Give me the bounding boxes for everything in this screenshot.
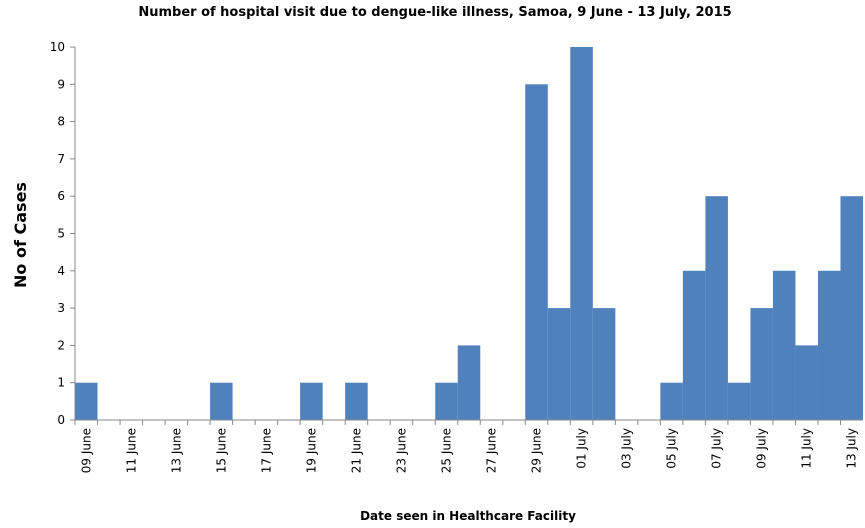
- y-tick-label: 8: [57, 115, 65, 129]
- bar: [795, 345, 818, 420]
- x-tick-label: 03 July: [620, 428, 634, 469]
- bar: [457, 345, 481, 420]
- x-tick-label: 27 June: [485, 428, 499, 473]
- bar: [592, 308, 616, 420]
- y-tick-label: 5: [57, 227, 65, 241]
- x-tick-label: 19 June: [304, 428, 318, 473]
- x-tick-label: 21 June: [349, 428, 363, 473]
- bar: [682, 270, 706, 420]
- x-tick-label: 09 July: [755, 428, 769, 469]
- chart-title: Number of hospital visit due to dengue-l…: [138, 5, 731, 20]
- bar: [547, 308, 571, 420]
- bar: [345, 382, 368, 420]
- y-tick-label: 10: [50, 40, 65, 54]
- bar: [300, 382, 323, 420]
- bar: [817, 270, 841, 420]
- y-tick-label: 6: [57, 189, 65, 203]
- x-tick-label: 17 June: [259, 428, 273, 473]
- bar: [435, 382, 458, 420]
- x-tick-label: 13 June: [169, 428, 183, 473]
- bar: [840, 196, 863, 420]
- y-axis-label: No of Cases: [11, 182, 30, 288]
- bar: [75, 382, 98, 420]
- y-tick-label: 2: [57, 338, 65, 352]
- x-tick-label: 13 July: [845, 428, 859, 469]
- x-tick-label: 11 July: [800, 428, 814, 469]
- x-tick-label: 23 June: [394, 428, 408, 473]
- bar: [727, 382, 751, 420]
- bar: [660, 382, 683, 420]
- bar: [210, 382, 233, 420]
- y-tick-label: 4: [57, 264, 65, 278]
- y-tick-label: 9: [57, 77, 65, 91]
- x-tick-label: 07 July: [710, 428, 724, 469]
- x-tick-label: 01 July: [575, 428, 589, 469]
- x-tick-label: 09 June: [79, 428, 93, 473]
- bar: [525, 84, 548, 421]
- y-tick-label: 1: [57, 376, 65, 390]
- x-tick-label: 29 June: [530, 428, 544, 473]
- x-tick-label: 25 June: [439, 428, 453, 473]
- x-tick-label: 15 June: [214, 428, 228, 473]
- x-tick-label: 05 July: [665, 428, 679, 469]
- y-tick-label: 0: [57, 413, 65, 427]
- bar: [570, 47, 593, 420]
- x-axis-label: Date seen in Healthcare Facility: [360, 509, 576, 523]
- bar: [750, 308, 773, 420]
- bar: [772, 270, 796, 420]
- y-tick-label: 7: [57, 152, 65, 166]
- y-tick-label: 3: [57, 301, 65, 315]
- x-tick-label: 11 June: [124, 428, 138, 473]
- bar: [705, 196, 728, 420]
